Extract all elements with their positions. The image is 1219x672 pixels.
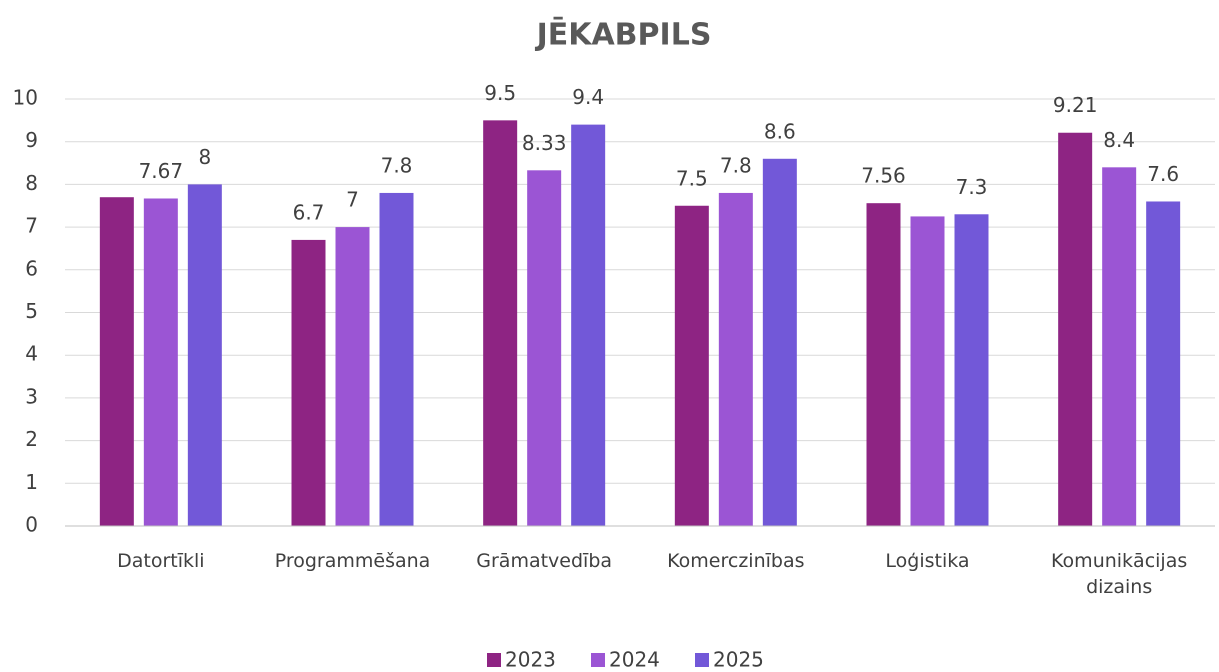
- bar: [379, 192, 414, 526]
- y-tick-label: 0: [25, 513, 38, 537]
- legend-swatch: [487, 653, 501, 667]
- y-tick-label: 6: [25, 256, 38, 280]
- value-label: 7.3: [956, 175, 988, 199]
- x-tick-label: Grāmatvedība: [476, 550, 613, 572]
- legend-label: 2025: [713, 648, 764, 672]
- bar: [483, 120, 518, 526]
- value-label: 8.4: [1103, 128, 1135, 152]
- y-tick-label: 8: [25, 171, 38, 195]
- value-label: 9.21: [1053, 93, 1098, 117]
- value-label: 7.8: [720, 153, 752, 177]
- bar: [910, 216, 945, 527]
- chart-title: JĒKABPILS: [535, 17, 712, 53]
- value-label: 7.5: [676, 166, 708, 190]
- bar: [866, 203, 901, 527]
- bar: [954, 214, 989, 527]
- bar: [1058, 132, 1093, 526]
- bar: [718, 192, 753, 526]
- legend-label: 2023: [505, 648, 556, 672]
- y-tick-label: 10: [13, 86, 38, 110]
- bar: [1146, 201, 1181, 527]
- bar: [143, 198, 178, 526]
- x-tick-label: Komerczinības: [667, 550, 805, 572]
- bar: [291, 239, 326, 526]
- y-tick-label: 1: [25, 470, 38, 494]
- x-tick-label: Komunikācijas dizains: [1051, 550, 1188, 598]
- y-tick-label: 3: [25, 384, 38, 408]
- bar: [187, 184, 222, 526]
- x-tick-label: Datortīkli: [117, 550, 205, 572]
- bar: [99, 197, 134, 526]
- value-label: 7: [346, 188, 359, 212]
- value-label: 7.56: [861, 164, 906, 188]
- y-tick-label: 9: [25, 128, 38, 152]
- bar: [674, 205, 709, 526]
- y-tick-label: 7: [25, 214, 38, 238]
- x-tick-label: Loģistika: [885, 550, 970, 572]
- legend-label: 2024: [609, 648, 660, 672]
- value-label: 8: [198, 145, 211, 169]
- value-label: 9.5: [484, 81, 516, 105]
- x-tick-label: Programmēšana: [274, 550, 431, 572]
- bar: [335, 227, 370, 526]
- value-label: 9.4: [572, 85, 604, 109]
- y-tick-label: 4: [25, 342, 38, 366]
- value-label: 6.7: [293, 200, 325, 224]
- bar: [1102, 167, 1137, 526]
- value-label: 7.8: [381, 153, 413, 177]
- value-label: 8.6: [764, 119, 796, 143]
- value-label: 8.33: [522, 131, 567, 155]
- y-tick-label: 2: [25, 427, 38, 451]
- bar: [571, 124, 606, 527]
- legend-swatch: [695, 653, 709, 667]
- bar: [762, 158, 797, 526]
- bar: [527, 170, 562, 526]
- legend-swatch: [591, 653, 605, 667]
- y-tick-label: 5: [25, 299, 38, 323]
- value-label: 7.6: [1147, 162, 1179, 186]
- value-label: 7.67: [139, 159, 184, 183]
